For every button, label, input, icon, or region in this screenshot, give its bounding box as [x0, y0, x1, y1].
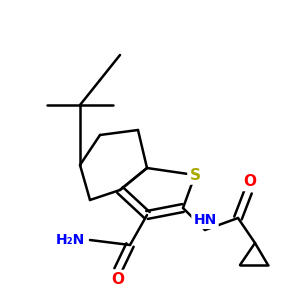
Text: S: S	[190, 167, 200, 182]
Text: H₂N: H₂N	[56, 233, 85, 247]
Text: HN: HN	[194, 213, 217, 227]
Text: O: O	[244, 174, 256, 189]
Text: O: O	[112, 272, 124, 287]
